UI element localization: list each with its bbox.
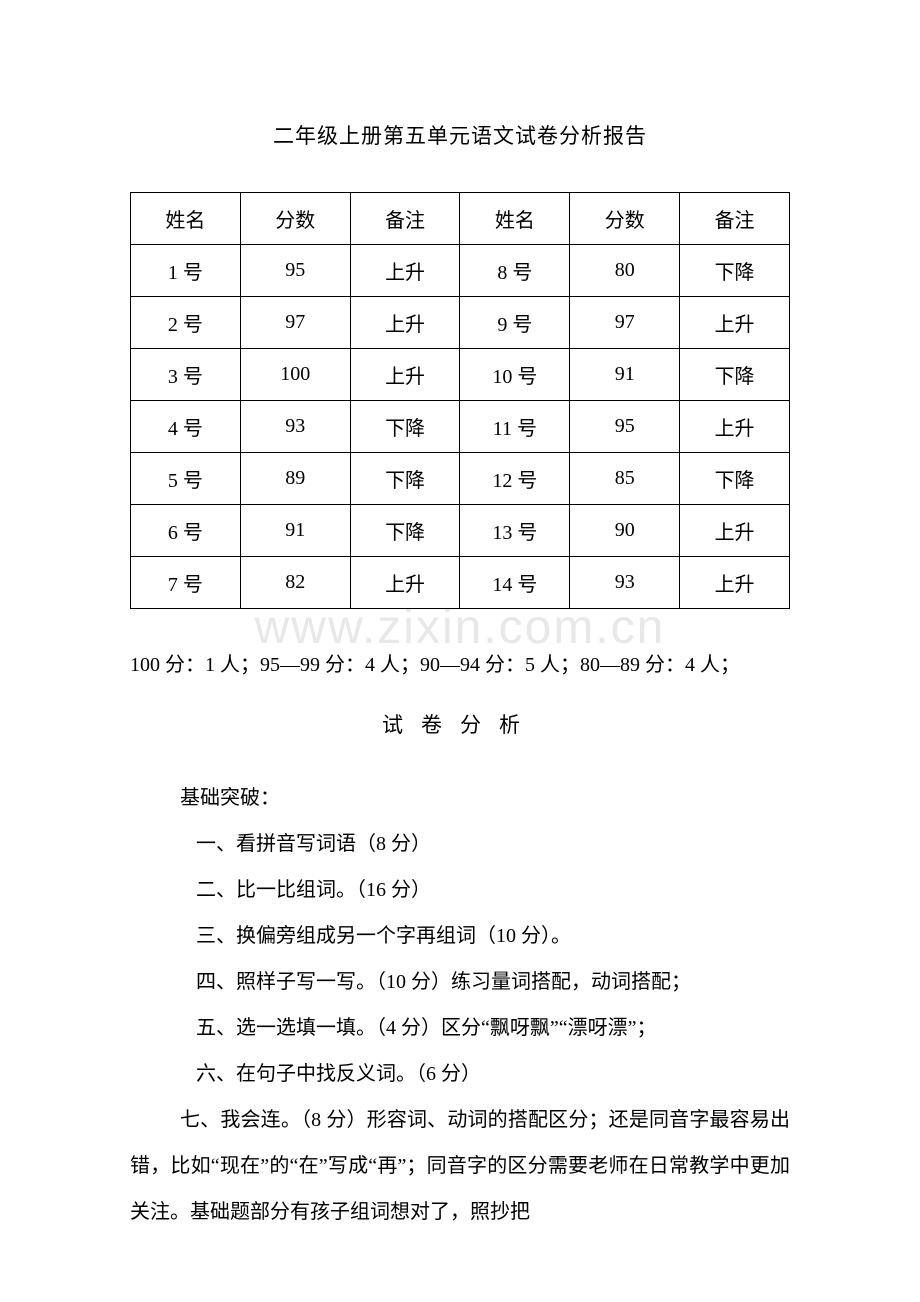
table-cell: 上升 bbox=[680, 557, 790, 609]
table-cell: 下降 bbox=[680, 349, 790, 401]
header-cell: 姓名 bbox=[460, 193, 570, 245]
table-cell: 下降 bbox=[350, 505, 460, 557]
table-cell: 91 bbox=[570, 349, 680, 401]
table-cell: 下降 bbox=[680, 245, 790, 297]
score-table: 姓名 分数 备注 姓名 分数 备注 1 号 95 上升 8 号 80 下降 2 … bbox=[130, 192, 790, 609]
section-item: 四、照样子写一写。（10 分）练习量词搭配，动词搭配； bbox=[130, 959, 790, 1005]
table-header-row: 姓名 分数 备注 姓名 分数 备注 bbox=[131, 193, 790, 245]
table-cell: 5 号 bbox=[131, 453, 241, 505]
table-row: 1 号 95 上升 8 号 80 下降 bbox=[131, 245, 790, 297]
section-item: 一、看拼音写词语（8 分） bbox=[130, 821, 790, 867]
table-cell: 1 号 bbox=[131, 245, 241, 297]
table-cell: 3 号 bbox=[131, 349, 241, 401]
table-cell: 95 bbox=[570, 401, 680, 453]
table-cell: 12 号 bbox=[460, 453, 570, 505]
table-cell: 95 bbox=[240, 245, 350, 297]
table-cell: 下降 bbox=[350, 453, 460, 505]
header-cell: 分数 bbox=[240, 193, 350, 245]
table-cell: 93 bbox=[240, 401, 350, 453]
section-item: 五、选一选填一填。（4 分）区分“飘呀飘”“漂呀漂”； bbox=[130, 1005, 790, 1051]
table-cell: 7 号 bbox=[131, 557, 241, 609]
table-cell: 85 bbox=[570, 453, 680, 505]
table-cell: 97 bbox=[240, 297, 350, 349]
table-cell: 8 号 bbox=[460, 245, 570, 297]
table-cell: 上升 bbox=[350, 349, 460, 401]
table-row: 6 号 91 下降 13 号 90 上升 bbox=[131, 505, 790, 557]
table-cell: 91 bbox=[240, 505, 350, 557]
table-cell: 93 bbox=[570, 557, 680, 609]
table-cell: 上升 bbox=[680, 505, 790, 557]
table-cell: 6 号 bbox=[131, 505, 241, 557]
paragraph: 七、我会连。（8 分）形容词、动词的搭配区分；还是同音字最容易出错，比如“现在”… bbox=[130, 1097, 790, 1235]
table-cell: 11 号 bbox=[460, 401, 570, 453]
table-row: 7 号 82 上升 14 号 93 上升 bbox=[131, 557, 790, 609]
table-cell: 100 bbox=[240, 349, 350, 401]
table-row: 4 号 93 下降 11 号 95 上升 bbox=[131, 401, 790, 453]
table-cell: 上升 bbox=[350, 245, 460, 297]
table-cell: 89 bbox=[240, 453, 350, 505]
table-cell: 10 号 bbox=[460, 349, 570, 401]
header-cell: 备注 bbox=[680, 193, 790, 245]
header-cell: 分数 bbox=[570, 193, 680, 245]
table-cell: 80 bbox=[570, 245, 680, 297]
table-cell: 上升 bbox=[680, 297, 790, 349]
table-cell: 14 号 bbox=[460, 557, 570, 609]
content-section: 基础突破： 一、看拼音写词语（8 分） 二、比一比组词。（16 分） 三、换偏旁… bbox=[130, 775, 790, 1235]
document-title: 二年级上册第五单元语文试卷分析报告 bbox=[130, 120, 790, 150]
section-heading: 基础突破： bbox=[130, 775, 790, 821]
analysis-title: 试卷分析 bbox=[130, 709, 790, 739]
table-cell: 13 号 bbox=[460, 505, 570, 557]
table-cell: 上升 bbox=[350, 557, 460, 609]
section-item: 三、换偏旁组成另一个字再组词（10 分）。 bbox=[130, 913, 790, 959]
table-row: 2 号 97 上升 9 号 97 上升 bbox=[131, 297, 790, 349]
table-cell: 9 号 bbox=[460, 297, 570, 349]
header-cell: 备注 bbox=[350, 193, 460, 245]
table-cell: 下降 bbox=[680, 453, 790, 505]
table-row: 5 号 89 下降 12 号 85 下降 bbox=[131, 453, 790, 505]
header-cell: 姓名 bbox=[131, 193, 241, 245]
table-cell: 4 号 bbox=[131, 401, 241, 453]
table-cell: 90 bbox=[570, 505, 680, 557]
table-cell: 上升 bbox=[680, 401, 790, 453]
table-cell: 上升 bbox=[350, 297, 460, 349]
section-item: 六、在句子中找反义词。（6 分） bbox=[130, 1051, 790, 1097]
table-cell: 97 bbox=[570, 297, 680, 349]
table-cell: 82 bbox=[240, 557, 350, 609]
table-row: 3 号 100 上升 10 号 91 下降 bbox=[131, 349, 790, 401]
score-summary: 100 分：1 人；95—99 分：4 人；90—94 分：5 人；80—89 … bbox=[130, 649, 790, 681]
table-cell: 下降 bbox=[350, 401, 460, 453]
section-item: 二、比一比组词。（16 分） bbox=[130, 867, 790, 913]
table-cell: 2 号 bbox=[131, 297, 241, 349]
